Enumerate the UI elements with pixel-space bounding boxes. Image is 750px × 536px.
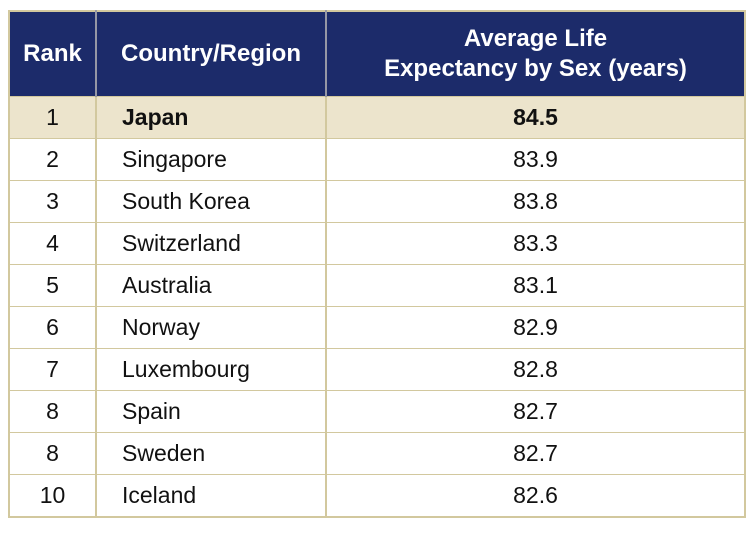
table-row: 8 Spain 82.7 xyxy=(8,390,746,433)
rank-cell: 7 xyxy=(8,348,97,391)
header-row: Rank Country/Region Average Life Expecta… xyxy=(9,11,745,97)
country-cell: Norway xyxy=(95,306,327,349)
rank-cell: 4 xyxy=(8,222,97,265)
value-cell: 82.8 xyxy=(325,348,746,391)
table-row: 2 Singapore 83.9 xyxy=(8,138,746,181)
value-cell: 82.7 xyxy=(325,390,746,433)
table-row: 10 Iceland 82.6 xyxy=(8,474,746,518)
value-cell: 83.8 xyxy=(325,180,746,223)
country-cell: Iceland xyxy=(95,474,327,518)
country-cell: South Korea xyxy=(95,180,327,223)
column-header-value: Average Life Expectancy by Sex (years) xyxy=(325,11,745,97)
table-row: 8 Sweden 82.7 xyxy=(8,432,746,475)
rank-cell: 3 xyxy=(8,180,97,223)
rank-cell: 8 xyxy=(8,390,97,433)
rank-cell: 10 xyxy=(8,474,97,518)
column-header-rank: Rank xyxy=(9,11,96,97)
rank-cell: 1 xyxy=(8,96,97,139)
table-row: 4 Switzerland 83.3 xyxy=(8,222,746,265)
table-row: 5 Australia 83.1 xyxy=(8,264,746,307)
rank-cell: 2 xyxy=(8,138,97,181)
rank-cell: 6 xyxy=(8,306,97,349)
country-cell: Spain xyxy=(95,390,327,433)
country-cell: Singapore xyxy=(95,138,327,181)
table-row: 6 Norway 82.9 xyxy=(8,306,746,349)
life-expectancy-table: Rank Country/Region Average Life Expecta… xyxy=(8,10,746,518)
table-row: 7 Luxembourg 82.8 xyxy=(8,348,746,391)
table-row: 3 South Korea 83.8 xyxy=(8,180,746,223)
country-cell: Japan xyxy=(95,96,327,139)
country-cell: Luxembourg xyxy=(95,348,327,391)
country-cell: Switzerland xyxy=(95,222,327,265)
rank-cell: 5 xyxy=(8,264,97,307)
value-cell: 83.9 xyxy=(325,138,746,181)
value-cell: 82.7 xyxy=(325,432,746,475)
column-header-country: Country/Region xyxy=(95,11,326,97)
country-cell: Australia xyxy=(95,264,327,307)
value-cell: 82.9 xyxy=(325,306,746,349)
value-cell: 84.5 xyxy=(325,96,746,139)
table-row: 1 Japan 84.5 xyxy=(8,96,746,139)
rank-cell: 8 xyxy=(8,432,97,475)
value-cell: 83.1 xyxy=(325,264,746,307)
value-cell: 83.3 xyxy=(325,222,746,265)
value-cell: 82.6 xyxy=(325,474,746,518)
country-cell: Sweden xyxy=(95,432,327,475)
